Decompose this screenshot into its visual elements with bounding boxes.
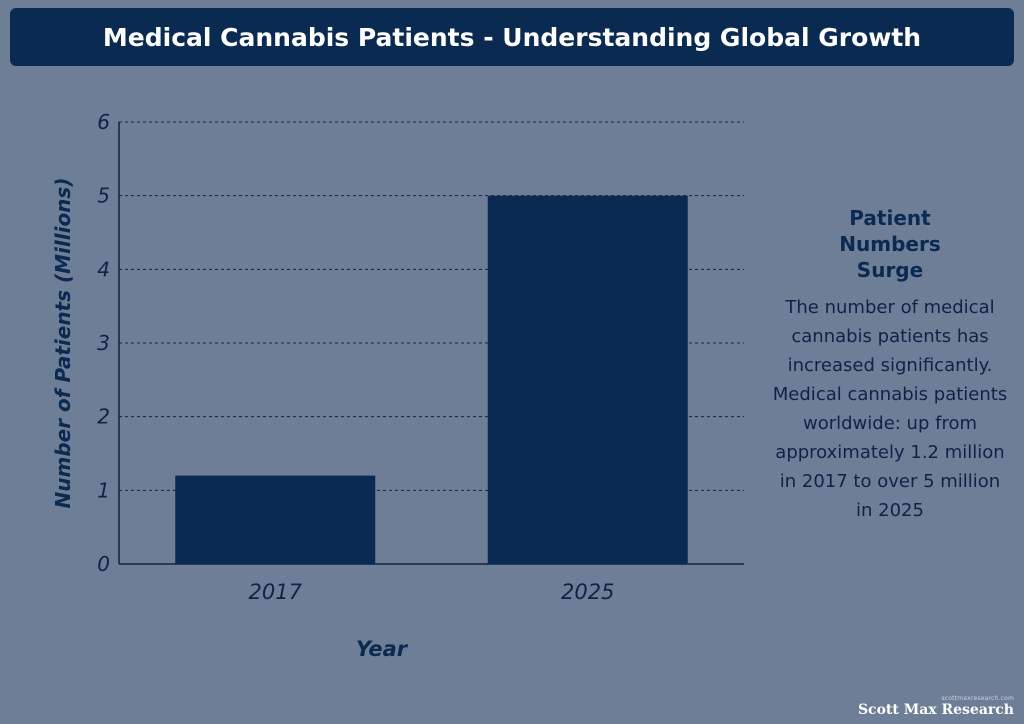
- title-bar: Medical Cannabis Patients - Understandin…: [10, 8, 1014, 66]
- bar: [487, 195, 688, 564]
- y-tick-label: 6: [97, 110, 110, 134]
- x-tick-label: 2025: [561, 580, 614, 604]
- summary-text: The number of medical cannabis patients …: [772, 297, 1008, 521]
- y-tick-label: 2: [97, 405, 110, 429]
- y-tick-label: 5: [97, 184, 110, 208]
- bar: [175, 475, 376, 564]
- y-tick-label: 1: [97, 478, 110, 502]
- brand-logo: scottmaxresearch.com Scott Max Research: [858, 695, 1014, 718]
- summary-heading: Patient Numbers Surge: [839, 206, 941, 282]
- y-tick-label: 4: [97, 257, 110, 281]
- summary-panel: Patient Numbers Surge The number of medi…: [770, 205, 1010, 525]
- y-tick-label: 3: [97, 331, 110, 355]
- page-title: Medical Cannabis Patients - Understandin…: [102, 22, 922, 52]
- brand-name: Scott Max Research: [857, 702, 1014, 718]
- brand-url: scottmaxresearch.com: [941, 695, 1014, 702]
- y-tick-label: 0: [97, 552, 110, 576]
- x-tick-label: 2017: [249, 580, 303, 604]
- bar-chart: 0 1 2 3 4 5 6 2017 2025 Year Number of Patients (M…: [51, 110, 744, 661]
- y-axis-title: Number of Patients (Millions): [51, 178, 75, 509]
- x-axis-title: Year: [356, 637, 409, 661]
